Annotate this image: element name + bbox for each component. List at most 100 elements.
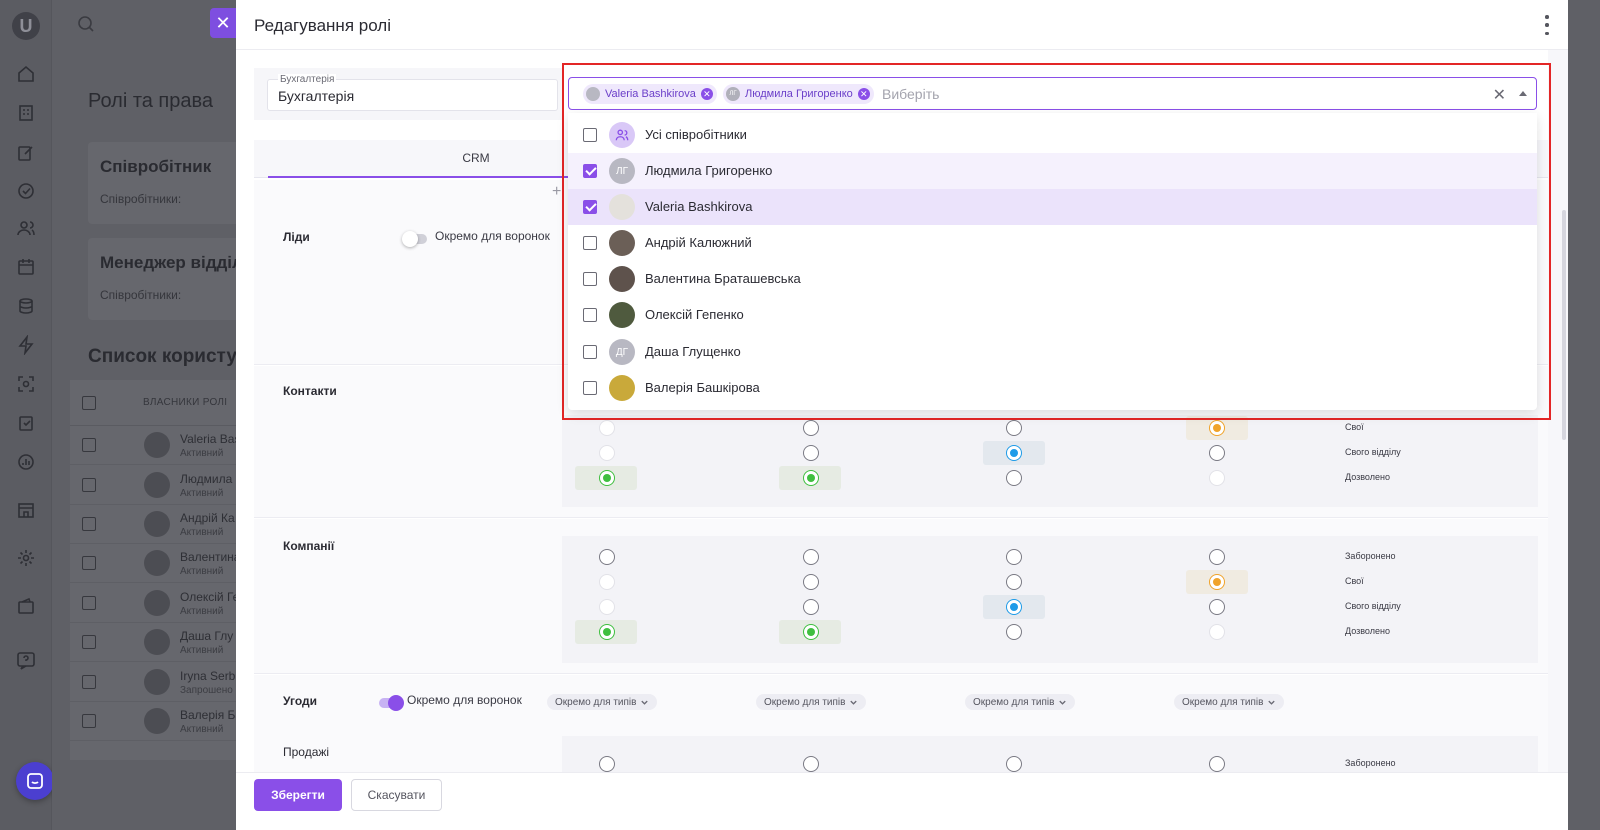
dropdown-option[interactable]: ДГ Даша Глущенко xyxy=(568,334,1537,370)
close-modal-button[interactable]: ✕ xyxy=(210,8,236,38)
option-checkbox[interactable] xyxy=(583,128,597,142)
users-icon[interactable] xyxy=(16,218,36,238)
radio-companies-allowed-col4[interactable] xyxy=(1209,624,1225,640)
dropdown-option[interactable]: ЛГ Людмила Григоренко xyxy=(568,153,1537,189)
more-options-icon[interactable] xyxy=(1544,15,1550,35)
remove-chip-icon[interactable]: ✕ xyxy=(857,88,870,100)
table-row[interactable]: Даша Глу Активний xyxy=(70,623,250,662)
radio-contacts-allowed-col3[interactable] xyxy=(1006,470,1022,486)
table-row[interactable]: Олексій Ге Активний xyxy=(70,584,250,623)
search-icon[interactable] xyxy=(76,14,96,34)
row-checkbox[interactable] xyxy=(82,675,96,689)
gear-icon[interactable] xyxy=(16,548,36,568)
row-checkbox[interactable] xyxy=(82,556,96,570)
radio-contacts-own-col4[interactable] xyxy=(1209,420,1225,436)
radio-contacts-dept-col2[interactable] xyxy=(803,445,819,461)
option-checkbox[interactable] xyxy=(583,345,597,359)
clear-icon[interactable]: ✕ xyxy=(1492,87,1506,104)
radio-contacts-allowed-col4[interactable] xyxy=(1209,470,1225,486)
face-scan-icon[interactable] xyxy=(16,374,36,394)
table-row[interactable]: Людмила Активний xyxy=(70,466,250,505)
option-checkbox[interactable] xyxy=(583,164,597,178)
radio-companies-forbidden-col4[interactable] xyxy=(1209,549,1225,565)
add-icon[interactable]: + xyxy=(552,183,562,200)
check-circle-icon[interactable] xyxy=(16,181,36,201)
employees-multiselect[interactable]: Valeria Bashkirova ✕ ЛГ Людмила Григорен… xyxy=(568,77,1537,110)
option-checkbox[interactable] xyxy=(583,308,597,322)
radio-sales-forbidden-col2[interactable] xyxy=(803,756,819,772)
row-checkbox[interactable] xyxy=(82,596,96,610)
table-row[interactable]: Iryna Serb Запрошено xyxy=(70,663,250,702)
deals-funnels-toggle[interactable] xyxy=(379,695,404,711)
radio-sales-forbidden-col3[interactable] xyxy=(1006,756,1022,772)
radio-companies-allowed-col2[interactable] xyxy=(803,624,819,640)
radio-companies-dept-col4[interactable] xyxy=(1209,599,1225,615)
radio-contacts-allowed-col1[interactable] xyxy=(599,470,615,486)
support-chat-button[interactable] xyxy=(16,762,54,800)
select-placeholder[interactable]: Виберіть xyxy=(882,86,940,102)
row-checkbox[interactable] xyxy=(82,517,96,531)
dropdown-option[interactable]: Олексій Гепенко xyxy=(568,297,1537,333)
role-card[interactable]: Менеджер відділ Співробітники: xyxy=(88,238,258,320)
edit-list-icon[interactable] xyxy=(16,143,36,163)
dropdown-option[interactable]: Андрій Калюжний xyxy=(568,225,1537,261)
dropdown-option-all[interactable]: Усі співробітники xyxy=(568,117,1537,153)
wallet-icon[interactable] xyxy=(16,596,36,616)
analytics-icon[interactable] xyxy=(16,452,36,472)
tab-crm[interactable]: CRM xyxy=(268,140,684,178)
role-name-input[interactable]: Бухгалтерія Бухгалтерія xyxy=(267,74,558,111)
app-logo[interactable]: U xyxy=(12,12,40,40)
deals-types-dropdown-col1[interactable]: Окремо для типів xyxy=(547,694,658,710)
leads-funnels-toggle[interactable] xyxy=(402,231,427,247)
table-row[interactable]: Валерія Ба Активний xyxy=(70,702,250,741)
radio-companies-own-col2[interactable] xyxy=(803,574,819,590)
row-checkbox[interactable] xyxy=(82,635,96,649)
radio-contacts-dept-col3[interactable] xyxy=(1006,445,1022,461)
table-row[interactable]: Valeria Bas Активний xyxy=(70,426,250,465)
radio-contacts-own-col2[interactable] xyxy=(803,420,819,436)
radio-companies-own-col3[interactable] xyxy=(1006,574,1022,590)
radio-contacts-dept-col4[interactable] xyxy=(1209,445,1225,461)
row-checkbox[interactable] xyxy=(82,714,96,728)
radio-companies-own-col4[interactable] xyxy=(1209,574,1225,590)
remove-chip-icon[interactable]: ✕ xyxy=(700,88,713,100)
caret-up-icon[interactable] xyxy=(1519,91,1527,96)
radio-contacts-own-col3[interactable] xyxy=(1006,420,1022,436)
table-row[interactable]: Андрій Ка Активний xyxy=(70,505,250,544)
role-card[interactable]: Співробітник Співробітники: xyxy=(88,142,258,224)
modal-scrollbar[interactable] xyxy=(1548,50,1568,780)
dropdown-option[interactable]: Валентина Браташевська xyxy=(568,261,1537,297)
radio-sales-forbidden-col1[interactable] xyxy=(599,756,615,772)
dropdown-option[interactable]: Валерія Башкірова xyxy=(568,370,1537,406)
calendar-icon[interactable] xyxy=(16,257,36,277)
cancel-button[interactable]: Скасувати xyxy=(351,779,442,811)
radio-companies-dept-col3[interactable] xyxy=(1006,599,1022,615)
radio-contacts-allowed-col2[interactable] xyxy=(803,470,819,486)
save-button[interactable]: Зберегти xyxy=(254,779,342,811)
radio-companies-allowed-col1[interactable] xyxy=(599,624,615,640)
radio-companies-forbidden-col1[interactable] xyxy=(599,549,615,565)
option-checkbox[interactable] xyxy=(583,381,597,395)
store-icon[interactable] xyxy=(16,500,36,520)
option-checkbox[interactable] xyxy=(583,236,597,250)
dropdown-option[interactable]: Valeria Bashkirova xyxy=(568,189,1537,225)
select-all-checkbox[interactable] xyxy=(82,396,96,410)
deals-types-dropdown-col3[interactable]: Окремо для типів xyxy=(965,694,1076,710)
lightning-icon[interactable] xyxy=(16,335,36,355)
radio-companies-dept-col2[interactable] xyxy=(803,599,819,615)
option-checkbox[interactable] xyxy=(583,272,597,286)
radio-companies-forbidden-col2[interactable] xyxy=(803,549,819,565)
radio-companies-allowed-col3[interactable] xyxy=(1006,624,1022,640)
home-icon[interactable] xyxy=(16,64,36,84)
radio-contacts-dept-col1[interactable] xyxy=(599,445,615,461)
row-checkbox[interactable] xyxy=(82,438,96,452)
clipboard-icon[interactable] xyxy=(16,413,36,433)
database-icon[interactable] xyxy=(16,296,36,316)
help-chat-icon[interactable] xyxy=(15,650,37,672)
building-icon[interactable] xyxy=(16,103,36,123)
radio-companies-dept-col1[interactable] xyxy=(599,599,615,615)
deals-types-dropdown-col4[interactable]: Окремо для типів xyxy=(1174,694,1285,710)
table-row[interactable]: Валентина Активний xyxy=(70,544,250,583)
option-checkbox[interactable] xyxy=(583,200,597,214)
row-checkbox[interactable] xyxy=(82,478,96,492)
